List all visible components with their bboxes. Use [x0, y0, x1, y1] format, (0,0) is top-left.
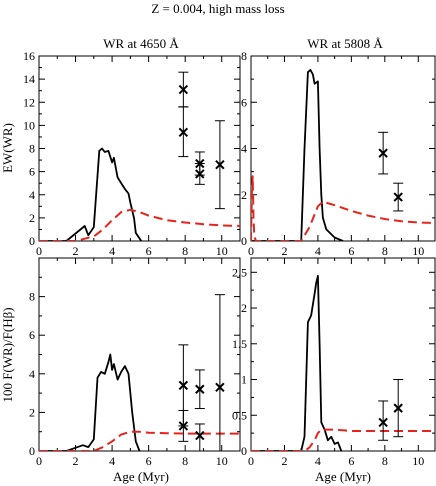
plot-frame	[38, 55, 241, 242]
x-tick-label: 8	[382, 454, 388, 468]
model-curve-solid	[251, 69, 344, 241]
x-tick-label: 2	[73, 454, 79, 468]
y-tick-label: 6	[29, 328, 35, 342]
model-curve-solid	[39, 353, 141, 451]
y-tick-label: 1	[241, 373, 247, 387]
x-tick-label: 10	[412, 454, 424, 468]
x-tick-label: 4	[109, 244, 115, 258]
plot-frame	[250, 257, 436, 452]
y-tick-label: 0	[241, 444, 247, 458]
plot-frame	[38, 257, 241, 452]
data-point-marker	[178, 127, 189, 138]
x-tick-label: 2	[73, 244, 79, 258]
x-tick-label: 10	[412, 244, 424, 258]
data-point-marker	[178, 84, 189, 95]
column-title-left: WR at 4650 Å	[103, 36, 179, 51]
model-curve-dashed	[39, 430, 240, 451]
x-tick-label: 0	[36, 454, 42, 468]
model-curve-solid	[251, 274, 343, 451]
y-tick-label: 1.5	[232, 337, 247, 351]
data-point-marker	[393, 192, 403, 202]
x-tick-label: 6	[348, 454, 354, 468]
x-tick-label: 10	[216, 244, 228, 258]
figure-title: Z = 0.004, high mass loss	[151, 1, 284, 16]
x-tick-label: 8	[182, 454, 188, 468]
x-tick-label: 4	[315, 454, 321, 468]
y-tick-label: 2	[241, 301, 247, 315]
panel-bottom-right: 0 2 4 6 8 10 0 0.5 1 1.5 2 2.5	[232, 257, 436, 468]
y-tick-label: 4	[241, 142, 247, 156]
xlabel-left: Age (Myr)	[113, 469, 169, 484]
y-tick-label: 6	[241, 95, 247, 109]
x-tick-label: 8	[182, 244, 188, 258]
y-tick-label: 8	[29, 290, 35, 304]
data-point-marker	[393, 403, 403, 413]
y-tick-label: 2.5	[232, 265, 247, 279]
model-curve-solid	[39, 147, 143, 241]
ylabel-top: EW(WR)	[0, 123, 15, 173]
y-tick-label: 0	[241, 234, 247, 248]
y-tick-label: 4	[29, 188, 35, 202]
x-tick-label: 6	[146, 454, 152, 468]
y-tick-label: 2	[29, 405, 35, 419]
y-tick-label: 10	[23, 118, 35, 132]
data-point-marker	[178, 421, 189, 431]
y-tick-label: 6	[29, 165, 35, 179]
panel-bottom-left: 0 2 4 6 8 10 0 2 4 6 8	[29, 257, 241, 468]
data-point-marker	[378, 148, 388, 158]
y-tick-label: 2	[241, 188, 247, 202]
x-tick-label: 0	[248, 454, 254, 468]
data-point-marker	[215, 382, 225, 393]
y-tick-label: 0.5	[232, 408, 247, 422]
y-tick-label: 8	[241, 49, 247, 63]
x-tick-label: 8	[382, 244, 388, 258]
plot-frame	[250, 55, 436, 242]
xlabel-right: Age (Myr)	[315, 469, 371, 484]
y-tick-label: 12	[23, 95, 35, 109]
data-point-marker	[195, 430, 205, 441]
data-point-marker	[195, 384, 205, 394]
x-tick-label: 6	[146, 244, 152, 258]
panel-top-right: 0 2 4 6 8 10 0 2 4 6 8	[241, 49, 436, 258]
model-curve-dashed	[251, 175, 435, 241]
y-tick-label: 4	[29, 367, 35, 381]
x-tick-label: 2	[281, 454, 287, 468]
panel-top-left: 0 2 4 6 8 10 0 2 4 6 8 10 12 14 16	[23, 49, 241, 258]
data-point-marker	[178, 380, 189, 391]
x-tick-label: 0	[248, 244, 254, 258]
data-point-marker	[195, 169, 205, 179]
x-tick-label: 2	[281, 244, 287, 258]
y-tick-label: 2	[29, 211, 35, 225]
model-curve-dashed	[251, 428, 435, 451]
x-tick-label: 6	[348, 244, 354, 258]
y-tick-label: 14	[23, 72, 35, 86]
data-point-marker	[215, 159, 225, 170]
x-tick-label: 0	[36, 244, 42, 258]
model-curve-dashed	[39, 208, 240, 241]
x-tick-label: 4	[315, 244, 321, 258]
y-tick-label: 16	[23, 49, 35, 63]
y-tick-label: 0	[29, 444, 35, 458]
x-tick-label: 10	[216, 454, 228, 468]
column-title-right: WR at 5808 Å	[307, 36, 383, 51]
y-tick-label: 8	[29, 142, 35, 156]
data-point-marker	[378, 417, 388, 428]
x-tick-label: 4	[109, 454, 115, 468]
y-tick-label: 0	[29, 234, 35, 248]
ylabel-bottom: 100 F(WR)/F(Hβ)	[0, 307, 15, 402]
